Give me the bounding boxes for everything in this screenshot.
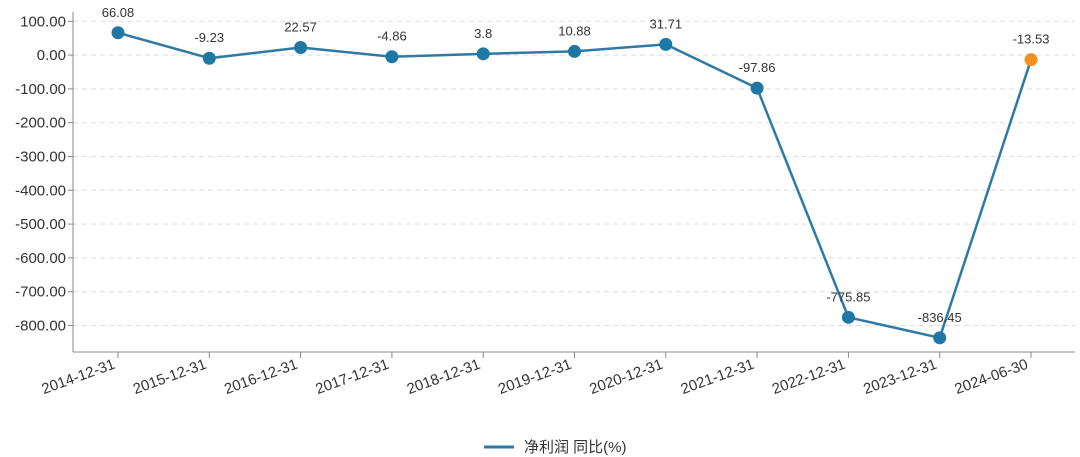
x-tick-label: 2020-12-31 [587,356,665,398]
x-tick-label: 2014-12-31 [39,356,117,398]
x-tick-label: 2019-12-31 [496,356,574,398]
data-label: 3.8 [474,26,492,41]
data-point [933,331,947,345]
data-label: -836.45 [918,310,962,325]
x-tick-label: 2022-12-31 [770,356,848,398]
y-tick-label: -300.00 [15,149,66,166]
data-point [750,81,764,95]
data-point [111,26,125,40]
grid-lines [73,20,1075,326]
data-label: 31.71 [650,16,683,31]
data-point [841,310,855,324]
data-point [568,44,581,58]
y-tick-label: -200.00 [15,115,66,132]
data-point [659,37,673,51]
x-tick-label: 2016-12-31 [222,356,300,398]
y-tick-label: -800.00 [15,318,66,335]
data-label: -4.86 [377,29,407,44]
x-tick-label: 2018-12-31 [405,356,483,398]
data-label: -9.23 [194,30,224,45]
legend[interactable]: 净利润 同比(%) [484,439,627,456]
y-tick-label: -600.00 [15,250,66,267]
x-tick-label: 2021-12-31 [679,356,757,398]
data-label: -775.85 [826,289,870,304]
data-point [476,47,490,61]
y-axis-tick-labels: 100.00 0.00 -100.00 -200.00 -300.00 -400.00 -5… [15,13,66,334]
x-tick-label: 2023-12-31 [861,356,939,398]
y-tick-label: -400.00 [15,182,66,199]
data-label: 66.08 [102,5,135,20]
x-axis-tick-labels: 2014-12-31 2015-12-31 2016-12-31 2017-12-31… [39,356,1030,398]
data-points [111,26,1038,345]
x-tick-label: 2015-12-31 [131,356,209,398]
data-labels: 66.08 -9.23 22.57 -4.86 3.8 10.88 31.71 -97.86 -… [102,5,1050,325]
data-label: -97.86 [739,60,776,75]
y-tick-label: -500.00 [15,216,66,233]
data-label: 10.88 [558,23,591,38]
data-point [385,50,399,64]
legend-label: 净利润 同比(%) [524,439,627,456]
data-label: -13.53 [1013,32,1050,47]
y-tick-label: -700.00 [15,284,66,301]
axes [68,12,1075,358]
data-point [1024,53,1038,67]
x-tick-label: 2024-06-30 [952,356,1030,398]
y-tick-label: -100.00 [15,81,66,98]
data-point [294,40,308,54]
data-label: 22.57 [284,19,317,34]
data-point [202,51,216,65]
y-tick-label: 0.00 [37,47,66,64]
x-tick-label: 2017-12-31 [313,356,391,398]
y-tick-label: 100.00 [20,13,66,30]
